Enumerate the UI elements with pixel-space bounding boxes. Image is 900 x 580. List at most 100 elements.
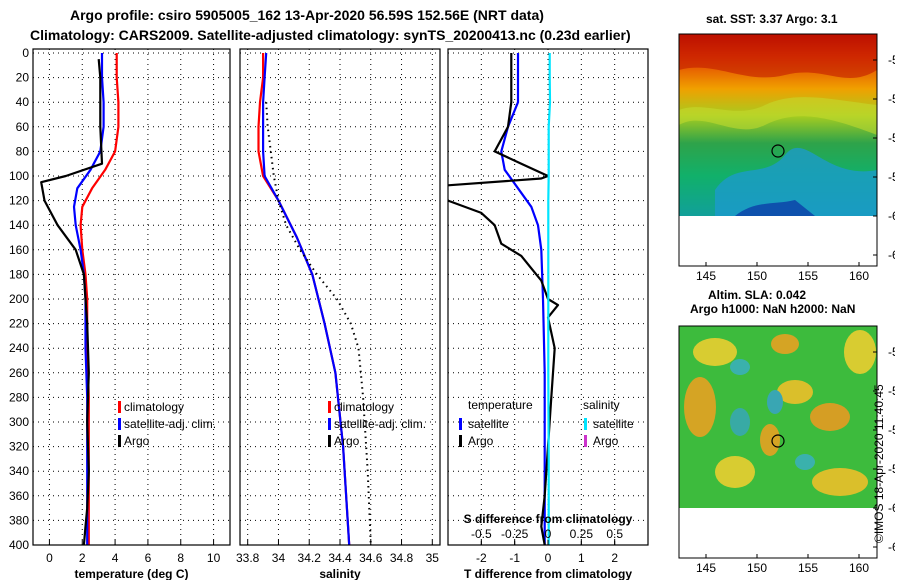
legend-swatch <box>328 435 331 447</box>
legend-swatch <box>584 418 587 430</box>
map1-argo-marker <box>771 144 785 158</box>
x-axis-label: T difference from climatology <box>464 567 632 580</box>
series-line-temperature-argo <box>448 53 560 545</box>
map2-argo-marker <box>771 434 785 448</box>
x-tick-label: 2 <box>79 551 86 565</box>
x-tick-label: 2 <box>611 551 618 565</box>
y-tick-label: 220 <box>9 317 29 331</box>
map-lat-tick-label: -54 <box>888 384 895 398</box>
x-tick-label: 10 <box>207 551 221 565</box>
map-lat-tick-label: -58 <box>888 462 895 476</box>
legend-label: climatology <box>124 400 184 414</box>
secondary-x-tick-label: 0.5 <box>606 527 623 541</box>
x-tick-label: 34.6 <box>359 551 383 565</box>
y-tick-label: 200 <box>9 292 29 306</box>
y-tick-label: 340 <box>9 464 29 478</box>
map-lat-tick-label: -60 <box>888 209 895 223</box>
credit-text: ©IMOS 18-Apr-2020 11:40:45 <box>872 384 886 543</box>
legend-label: Argo <box>468 434 494 448</box>
plot-frame <box>239 48 441 546</box>
map-lat-tick-label: -62 <box>888 540 895 554</box>
sla-map: 145 150 155 160 -52 -54 -56 -58 -60 -62 <box>678 325 895 572</box>
map-lat-tick-label: -52 <box>888 345 895 359</box>
map-lon-tick-label: 160 <box>849 561 869 572</box>
legend-swatch <box>459 435 462 447</box>
y-tick-label: 400 <box>9 538 29 552</box>
legend-label: satellite-adj. clim. <box>124 417 216 431</box>
map-lon-tick-label: 145 <box>696 561 716 572</box>
map-lon-tick-label: 155 <box>798 561 818 572</box>
y-tick-label: 360 <box>9 489 29 503</box>
legend-label: Argo <box>124 434 150 448</box>
x-tick-label: -1 <box>509 551 520 565</box>
x-tick-label: 34.2 <box>298 551 322 565</box>
map-lat-tick-label: -56 <box>888 423 895 437</box>
legend-label: satellite <box>468 417 509 431</box>
y-tick-label: 320 <box>9 440 29 454</box>
series-line-satellite-adj-clim- <box>262 52 351 545</box>
x-axis-label: salinity <box>319 567 361 580</box>
legend-swatch <box>118 435 121 447</box>
y-tick-label: 40 <box>16 95 30 109</box>
x-tick-label: 4 <box>112 551 119 565</box>
x-tick-label: 34 <box>272 551 286 565</box>
map1-title: sat. SST: 3.37 Argo: 3.1 <box>706 12 838 26</box>
plot-title-line1: Argo profile: csiro 5905005_162 13-Apr-2… <box>70 7 544 23</box>
legend-swatch <box>584 435 587 447</box>
secondary-axis-label: S difference from climatology <box>464 512 633 526</box>
legend-label: satellite-adj. clim. <box>334 417 426 431</box>
map-lat-tick-label: -60 <box>888 501 895 515</box>
legend-swatch <box>328 418 331 430</box>
y-tick-label: 140 <box>9 218 29 232</box>
secondary-x-tick-label: 0.25 <box>570 527 594 541</box>
plot-frame <box>32 48 231 546</box>
legend-label: climatology <box>334 400 394 414</box>
x-tick-label: 35 <box>426 551 440 565</box>
map-lon-tick-label: 145 <box>696 269 716 280</box>
map-lon-tick-label: 155 <box>798 269 818 280</box>
map-lat-tick-label: -62 <box>888 248 895 262</box>
y-tick-label: 160 <box>9 243 29 257</box>
series-line-argo <box>40 59 104 545</box>
y-tick-label: 100 <box>9 169 29 183</box>
map-lat-tick-label: -52 <box>888 53 895 67</box>
x-tick-label: 34.8 <box>390 551 414 565</box>
secondary-x-tick-label: -0.25 <box>501 527 529 541</box>
x-tick-label: 33.8 <box>236 551 260 565</box>
y-tick-label: 240 <box>9 341 29 355</box>
legend-swatch <box>118 401 121 413</box>
map-lon-tick-label: 150 <box>747 269 767 280</box>
y-tick-label: 80 <box>16 144 30 158</box>
legend-label: satellite <box>593 417 634 431</box>
y-tick-label: 300 <box>9 415 29 429</box>
plot-title-line2: Climatology: CARS2009. Satellite-adjuste… <box>30 27 631 43</box>
x-tick-label: 0 <box>545 551 552 565</box>
x-tick-label: 0 <box>46 551 53 565</box>
map-lat-tick-label: -56 <box>888 131 895 145</box>
series-line-temperature-satellite <box>500 53 546 545</box>
y-tick-label: 180 <box>9 267 29 281</box>
legend-group-title: temperature <box>468 398 533 412</box>
series-line-salinity-satellite <box>547 53 552 545</box>
legend-swatch <box>118 418 121 430</box>
legend-label: Argo <box>593 434 619 448</box>
x-tick-label: 6 <box>145 551 152 565</box>
secondary-x-tick-label: 0 <box>545 527 552 541</box>
x-axis-label: temperature (deg C) <box>74 567 188 580</box>
y-tick-label: 60 <box>16 120 30 134</box>
map-lon-tick-label: 150 <box>747 561 767 572</box>
x-tick-label: -2 <box>476 551 487 565</box>
y-tick-label: 380 <box>9 513 29 527</box>
y-tick-label: 280 <box>9 390 29 404</box>
secondary-x-tick-label: -0.5 <box>471 527 492 541</box>
legend-swatch <box>328 401 331 413</box>
x-tick-label: 8 <box>177 551 184 565</box>
y-tick-label: 20 <box>16 71 30 85</box>
y-tick-label: 260 <box>9 366 29 380</box>
map-lat-tick-label: -54 <box>888 92 895 106</box>
x-tick-label: 34.4 <box>328 551 352 565</box>
legend-swatch <box>459 418 462 430</box>
map2-title-h: Argo h1000: NaN h2000: NaN <box>690 302 856 316</box>
x-tick-label: 1 <box>578 551 585 565</box>
map-lon-tick-label: 160 <box>849 269 869 280</box>
